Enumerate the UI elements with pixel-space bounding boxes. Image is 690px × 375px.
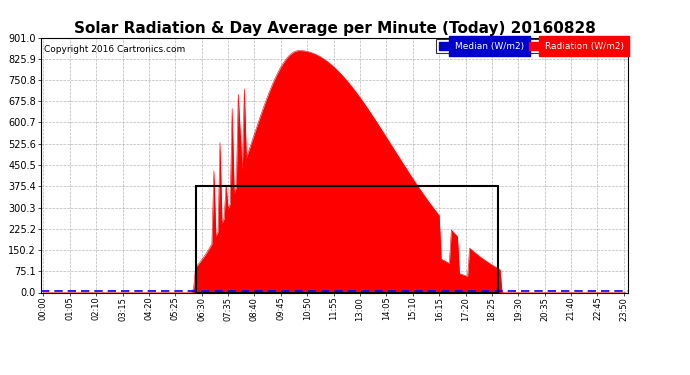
- Bar: [196, 186, 498, 292]
- Legend: Median (W/m2), Radiation (W/m2): Median (W/m2), Radiation (W/m2): [437, 39, 626, 53]
- Title: Solar Radiation & Day Average per Minute (Today) 20160828: Solar Radiation & Day Average per Minute…: [74, 21, 595, 36]
- Text: Copyright 2016 Cartronics.com: Copyright 2016 Cartronics.com: [44, 45, 186, 54]
